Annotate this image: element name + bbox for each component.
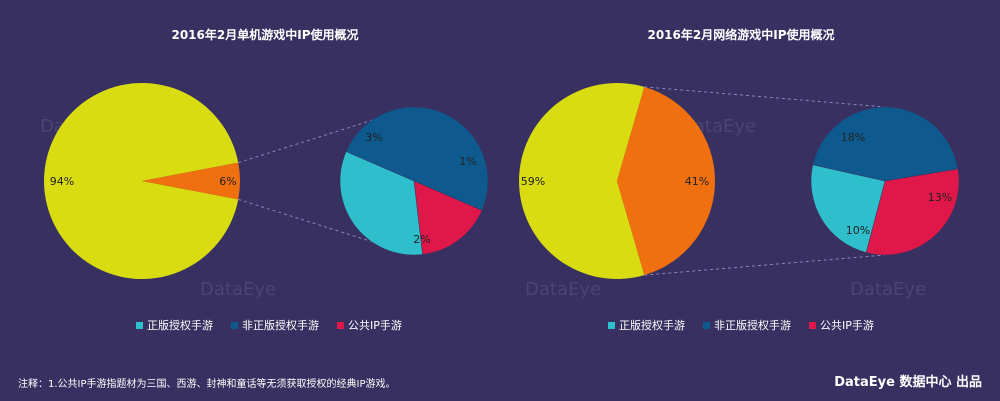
pie-slice-sub-0 [812,106,959,182]
connector-line-top [644,86,886,108]
data-label-sub: 10% [846,224,870,237]
legend-swatch [337,321,344,329]
data-label-sub: 1% [459,155,476,168]
legend-item-licensed: 正版授权手游 [136,317,213,333]
pie-slice-main-small [142,162,240,200]
legend-swatch [136,321,143,329]
connector-line-bottom [644,254,886,276]
legend-item-public-ip: 公共IP手游 [337,317,402,333]
legend-item-public-ip: 公共IP手游 [809,317,874,333]
data-label-sub: 3% [365,131,382,144]
legend-swatch [703,321,710,329]
pie-slice-main-large [44,82,239,279]
pie-slice-sub-1 [865,168,960,256]
pie-slice-main-small [617,86,715,276]
legend-label: 公共IP手游 [348,319,402,332]
legend-swatch [809,321,816,329]
legend-label: 非正版授权手游 [242,319,319,332]
pie-slice-sub-2 [339,151,423,256]
chart-title-left: 2016年2月单机游戏中IP使用概况 [171,28,359,42]
data-label-main: 59% [521,175,545,188]
chart-single-player: 94% 6% 3% 1% 2% [44,82,489,279]
pie-slice-sub-2 [810,164,886,253]
pie-slice-sub-1 [413,180,483,255]
chart-title-right: 2016年2月网络游戏中IP使用概况 [647,28,835,42]
pie-slice-main-large [519,83,645,280]
footnote: 注释：1.公共IP手游指题材为三国、西游、封神和童话等无须获取授权的经典IP游戏… [18,379,396,390]
connector-line-bottom [238,198,415,256]
legend-label: 非正版授权手游 [714,319,791,332]
legend-item-unlicensed: 非正版授权手游 [231,317,319,333]
legend-label: 正版授权手游 [619,319,685,332]
data-label-sub: 13% [928,191,952,204]
watermark-text: DataEye [525,279,601,300]
data-label-main: 41% [685,175,709,188]
legend-swatch [231,321,238,329]
watermark-text: DataEye [200,279,276,300]
legend-label: 公共IP手游 [820,319,874,332]
data-label-main: 6% [219,175,236,188]
data-label-sub: 2% [413,233,430,246]
legend-label: 正版授权手游 [147,319,213,332]
legend-swatch [608,321,615,329]
chart-online: 59% 41% 18% 13% 10% [519,83,960,280]
pie-slice-sub-0 [345,106,489,211]
legend-left: 正版授权手游 非正版授权手游 公共IP手游 [136,317,402,333]
credit-text: DataEye 数据中心 出品 [834,375,982,390]
legend-item-licensed: 正版授权手游 [608,317,685,333]
watermark-text: DataEye [850,279,926,300]
data-label-main: 94% [50,175,74,188]
connector-line-top [238,106,415,164]
legend-right: 正版授权手游 非正版授权手游 公共IP手游 [608,317,874,333]
data-label-sub: 18% [841,131,865,144]
legend-item-unlicensed: 非正版授权手游 [703,317,791,333]
